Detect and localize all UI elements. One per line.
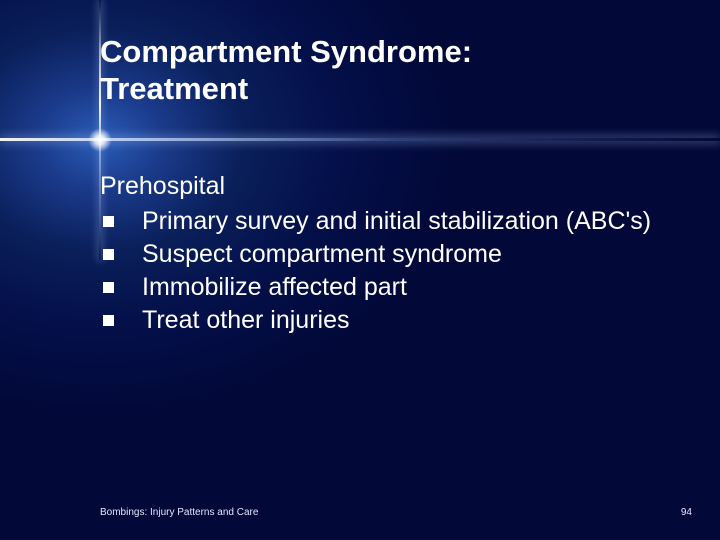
- footer-text: Bombings: Injury Patterns and Care: [100, 507, 258, 518]
- list-item: Immobilize affected part: [100, 271, 660, 304]
- list-item: Primary survey and initial stabilization…: [100, 205, 660, 238]
- page-number: 94: [681, 507, 692, 518]
- list-item: Treat other injuries: [100, 304, 660, 337]
- title-line-1: Compartment Syndrome:: [100, 34, 472, 71]
- bullet-list: Primary survey and initial stabilization…: [100, 205, 660, 337]
- title-line-2: Treatment: [100, 71, 472, 108]
- subheading: Prehospital: [100, 170, 660, 203]
- slide-body: Prehospital Primary survey and initial s…: [100, 170, 660, 337]
- slide: Compartment Syndrome: Treatment Prehospi…: [0, 0, 720, 540]
- list-item: Suspect compartment syndrome: [100, 238, 660, 271]
- slide-title: Compartment Syndrome: Treatment: [100, 34, 472, 107]
